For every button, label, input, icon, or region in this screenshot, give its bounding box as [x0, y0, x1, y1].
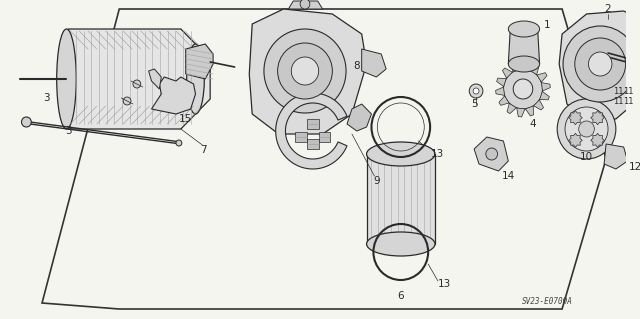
Circle shape [563, 26, 637, 102]
Circle shape [486, 148, 497, 160]
Ellipse shape [508, 21, 540, 37]
Ellipse shape [508, 56, 540, 72]
Circle shape [557, 99, 616, 159]
Text: 11: 11 [623, 86, 633, 95]
Bar [319, 132, 330, 142]
Circle shape [176, 140, 182, 146]
Polygon shape [499, 96, 509, 105]
Circle shape [575, 38, 626, 90]
Text: 2: 2 [605, 4, 611, 14]
Circle shape [300, 0, 310, 9]
Text: 13: 13 [431, 149, 445, 159]
Circle shape [632, 58, 640, 68]
Circle shape [22, 117, 31, 127]
Polygon shape [249, 9, 367, 134]
Circle shape [504, 69, 543, 109]
Ellipse shape [133, 80, 141, 88]
Text: 7: 7 [200, 145, 207, 155]
Polygon shape [474, 137, 508, 171]
Polygon shape [63, 29, 210, 129]
Polygon shape [367, 154, 435, 244]
Circle shape [278, 43, 332, 99]
Text: 11: 11 [623, 97, 633, 106]
Text: 9: 9 [373, 176, 380, 186]
Bar [307, 139, 319, 149]
Polygon shape [591, 111, 604, 125]
Polygon shape [540, 92, 549, 100]
Text: 6: 6 [397, 291, 404, 301]
Polygon shape [568, 133, 582, 147]
Polygon shape [347, 104, 371, 131]
Text: 3: 3 [44, 93, 50, 103]
Bar [307, 119, 319, 129]
Polygon shape [541, 83, 550, 91]
Text: 1: 1 [544, 20, 551, 30]
Polygon shape [148, 69, 161, 89]
Text: SV23-E0700A: SV23-E0700A [522, 297, 573, 306]
Polygon shape [537, 73, 547, 82]
Circle shape [579, 121, 595, 137]
Circle shape [565, 107, 608, 151]
Text: 14: 14 [502, 171, 515, 181]
Ellipse shape [187, 44, 204, 114]
Polygon shape [507, 103, 516, 114]
Text: 10: 10 [580, 152, 593, 162]
Circle shape [264, 29, 346, 113]
Circle shape [291, 57, 319, 85]
Text: 11: 11 [613, 86, 623, 95]
Ellipse shape [57, 29, 76, 129]
Polygon shape [534, 100, 543, 110]
Ellipse shape [367, 142, 435, 166]
Polygon shape [559, 11, 640, 119]
Circle shape [469, 84, 483, 98]
Polygon shape [276, 93, 347, 169]
Text: 8: 8 [353, 61, 360, 71]
Text: 3: 3 [65, 126, 72, 136]
Polygon shape [502, 68, 513, 78]
Circle shape [513, 79, 532, 99]
Text: 5: 5 [471, 99, 477, 109]
Bar [295, 132, 307, 142]
Polygon shape [186, 44, 213, 79]
Polygon shape [508, 29, 540, 64]
Polygon shape [495, 87, 504, 95]
Polygon shape [604, 144, 628, 169]
Polygon shape [516, 108, 525, 117]
Text: 4: 4 [529, 119, 536, 129]
Text: 13: 13 [438, 279, 451, 289]
Text: 15: 15 [179, 114, 193, 124]
Polygon shape [289, 1, 323, 9]
Polygon shape [591, 133, 604, 147]
Circle shape [588, 52, 612, 76]
Polygon shape [513, 62, 520, 72]
Polygon shape [497, 78, 506, 86]
Circle shape [473, 88, 479, 94]
Polygon shape [568, 111, 582, 125]
Text: 11: 11 [613, 97, 623, 106]
Ellipse shape [123, 97, 131, 105]
Text: 12: 12 [628, 162, 640, 172]
Polygon shape [525, 106, 534, 116]
Polygon shape [362, 49, 386, 77]
Polygon shape [530, 64, 539, 75]
Ellipse shape [367, 232, 435, 256]
Polygon shape [521, 61, 529, 70]
Polygon shape [152, 77, 195, 114]
